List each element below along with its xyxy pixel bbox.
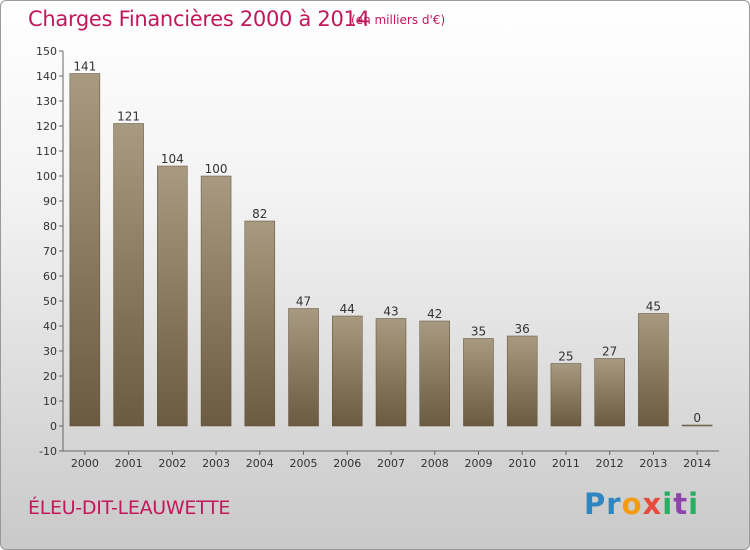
x-tick-label: 2012 [596, 457, 624, 470]
bar-2006 [332, 315, 363, 427]
y-tick-label: 60 [43, 270, 57, 283]
bar-2000 [69, 73, 101, 427]
bar-2005 [288, 308, 319, 427]
x-tick-label: 2008 [421, 457, 449, 470]
y-tick-label: 110 [36, 145, 57, 158]
x-tick-label: 2011 [552, 457, 580, 470]
y-tick-label: -10 [39, 445, 57, 458]
x-tick-label: 2003 [202, 457, 230, 470]
x-tick-label: 2002 [158, 457, 186, 470]
y-tick-label: 0 [50, 420, 57, 433]
commune-name: ÉLEU-DIT-LEAUWETTE [28, 497, 231, 519]
bar-2004 [244, 220, 276, 427]
y-tick-label: 130 [36, 95, 57, 108]
bar-2012 [594, 358, 625, 427]
bar-value-label: 82 [252, 207, 267, 221]
y-tick-label: 150 [36, 45, 57, 58]
bar-2013 [638, 313, 669, 427]
bar-2010 [506, 335, 538, 427]
x-tick-label: 2005 [290, 457, 318, 470]
x-tick-label: 2000 [71, 457, 99, 470]
bar-value-label: 25 [558, 350, 573, 364]
x-tick-label: 2009 [464, 457, 492, 470]
y-tick-label: 10 [43, 395, 57, 408]
bar-value-label: 27 [602, 345, 617, 359]
bar-2003 [200, 175, 232, 427]
bar-value-label: 35 [471, 325, 486, 339]
x-tick-label: 2007 [377, 457, 405, 470]
x-tick-label: 2006 [333, 457, 361, 470]
bar-value-label: 42 [427, 307, 442, 321]
bar-value-label: 100 [205, 162, 228, 176]
x-tick-label: 2004 [246, 457, 274, 470]
bar-2014 [681, 424, 713, 427]
bar-value-label: 0 [693, 411, 701, 425]
y-tick-label: 50 [43, 295, 57, 308]
x-tick-label: 2010 [508, 457, 536, 470]
y-tick-label: 40 [43, 320, 57, 333]
y-tick-label: 80 [43, 220, 57, 233]
bar-2002 [157, 165, 188, 427]
bar-value-label: 104 [161, 152, 184, 166]
logo-letter: r [606, 487, 622, 521]
bar-value-label: 141 [73, 60, 96, 74]
bar-2009 [463, 338, 494, 427]
y-tick-label: 20 [43, 370, 57, 383]
y-tick-label: 90 [43, 195, 57, 208]
bar-value-label: 47 [296, 295, 311, 309]
chart-subtitle: (en milliers d'€) [351, 13, 446, 27]
y-tick-label: 140 [36, 70, 57, 83]
bar-value-label: 44 [340, 302, 355, 316]
bar-2008 [419, 320, 450, 427]
bar-2001 [113, 123, 144, 427]
y-tick-label: 70 [43, 245, 57, 258]
bar-value-label: 43 [383, 305, 398, 319]
logo-letter: P [584, 487, 607, 521]
x-tick-label: 2014 [683, 457, 711, 470]
logo-letter: t [673, 487, 689, 521]
y-tick-label: 100 [36, 170, 57, 183]
y-tick-label: 30 [43, 345, 57, 358]
bar-2007 [375, 318, 407, 427]
proxiti-logo: Proxiti [584, 487, 699, 521]
y-tick-label: 120 [36, 120, 57, 133]
x-tick-label: 2013 [639, 457, 667, 470]
logo-letter: i [662, 487, 674, 521]
bar-value-label: 121 [117, 110, 140, 124]
bar-value-label: 45 [646, 300, 661, 314]
x-tick-label: 2001 [115, 457, 143, 470]
bar-value-label: 36 [515, 322, 530, 336]
logo-letter: o [621, 487, 643, 521]
logo-letter: x [642, 487, 663, 521]
logo-letter: i [688, 487, 700, 521]
bar-2011 [550, 363, 582, 427]
chart-title: Charges Financières 2000 à 2014 [28, 7, 370, 31]
